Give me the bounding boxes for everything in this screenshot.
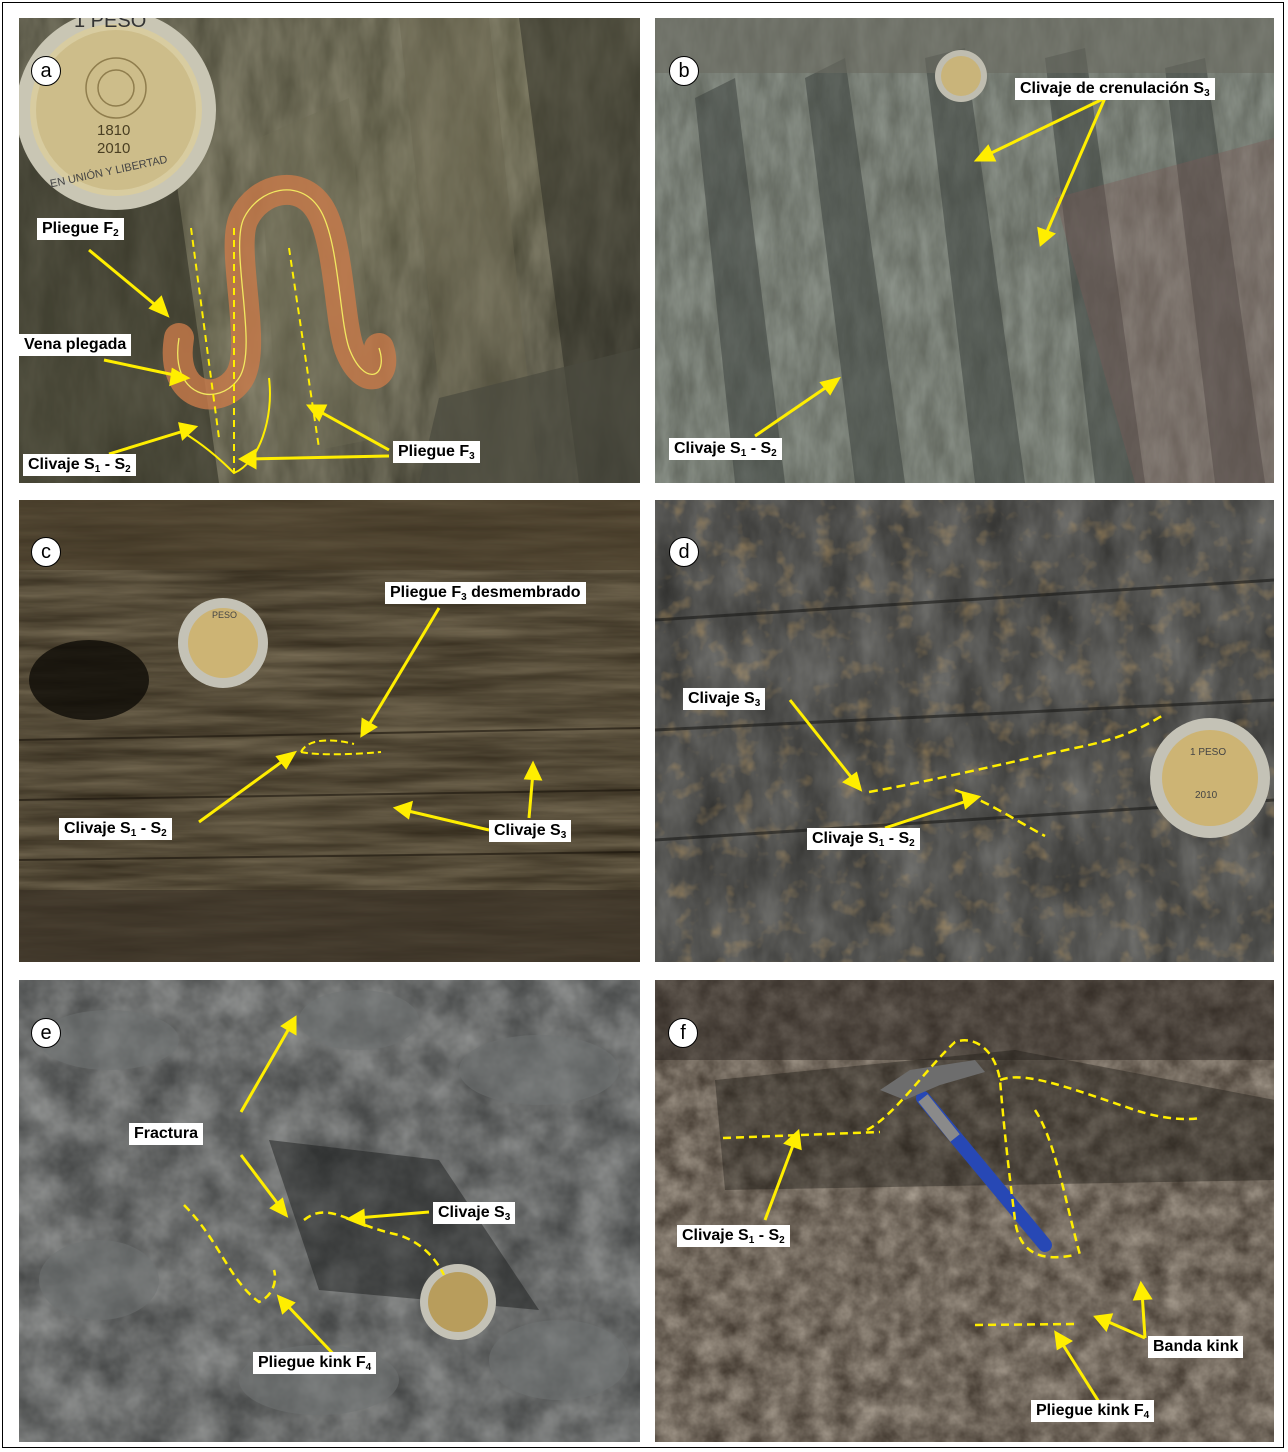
label-fractura: Fractura — [129, 1123, 204, 1145]
label-pliegue-kink-f4-e: Pliegue kink F4 — [253, 1352, 377, 1374]
label-pliegue-f3-desmembrado: Pliegue F3 desmembrado — [385, 582, 586, 604]
label-pliegue-kink-f4-f: Pliegue kink F4 — [1031, 1400, 1155, 1422]
coin-a-top-text: 1 PESO — [74, 18, 147, 32]
label-clivaje-s1-s2-f: Clivaje S1 - S2 — [677, 1225, 790, 1247]
panel-b: b Clivaje de crenulación S3 Clivaje S1 -… — [655, 18, 1274, 483]
label-pliegue-f2: Pliegue F2 — [37, 218, 124, 240]
panel-c-letter: c — [31, 537, 61, 567]
panel-c: PESO c Pliegue F3 desmembrado Clivaje S1… — [19, 500, 640, 962]
coin-c — [178, 598, 268, 688]
panel-b-arrows — [754, 96, 1107, 438]
folded-vein-overlay — [88, 175, 397, 475]
panel-f-arrows — [722, 1039, 1201, 1403]
panel-b-letter: b — [669, 56, 699, 86]
panel-f-photo — [655, 980, 1274, 1442]
coin-c-top-text: PESO — [212, 610, 238, 620]
coin-d-top-text: 1 PESO — [1190, 747, 1227, 758]
panel-d-arrows — [788, 699, 1166, 838]
panel-e-letter: e — [31, 1018, 61, 1048]
panel-d: 1 PESO 2010 d Clivaje S3 Clivaje S1 - S2 — [655, 500, 1274, 962]
panel-f-letter: f — [668, 1018, 698, 1048]
panel-d-letter: d — [669, 537, 699, 567]
label-banda-kink: Banda kink — [1148, 1336, 1244, 1358]
label-pliegue-f3: Pliegue F3 — [393, 441, 480, 463]
panel-e: e Fractura Clivaje S3 Pliegue kink F4 — [19, 980, 640, 1442]
panel-e-arrows — [183, 1015, 446, 1362]
coin-d — [1150, 718, 1270, 838]
panel-d-photo — [655, 500, 1274, 962]
label-clivaje-s1-s2-c: Clivaje S1 - S2 — [59, 818, 172, 840]
rock-hammer — [880, 1060, 1052, 1252]
label-clivaje-s3-d: Clivaje S3 — [683, 688, 766, 710]
coin-a — [19, 18, 216, 210]
label-vena-plegada: Vena plegada — [19, 334, 132, 356]
label-clivaje-s1-s2-b: Clivaje S1 - S2 — [669, 438, 782, 460]
label-clivaje-crenulacion-s3: Clivaje de crenulación S3 — [1015, 78, 1215, 100]
panel-a-letter: a — [31, 56, 61, 86]
coin-e — [420, 1264, 496, 1340]
coin-b — [935, 50, 987, 102]
panel-c-arrows — [198, 607, 543, 832]
panel-a: 1 PESO 1810 2010 EN UNIÓN Y LIBERTAD a P… — [19, 18, 640, 483]
label-clivaje-s3-c: Clivaje S3 — [489, 820, 572, 842]
panel-f: f Clivaje S1 - S2 Banda kink Pliegue kin… — [655, 980, 1274, 1442]
coin-d-year2: 2010 — [1195, 790, 1218, 801]
panel-c-photo — [19, 500, 640, 962]
label-clivaje-s3-e: Clivaje S3 — [433, 1202, 516, 1224]
coin-a-year1: 1810 — [97, 122, 131, 139]
coin-a-year2: 2010 — [97, 140, 131, 157]
label-clivaje-s1-s2-d: Clivaje S1 - S2 — [807, 828, 920, 850]
label-clivaje-s1-s2: Clivaje S1 - S2 — [23, 454, 136, 476]
